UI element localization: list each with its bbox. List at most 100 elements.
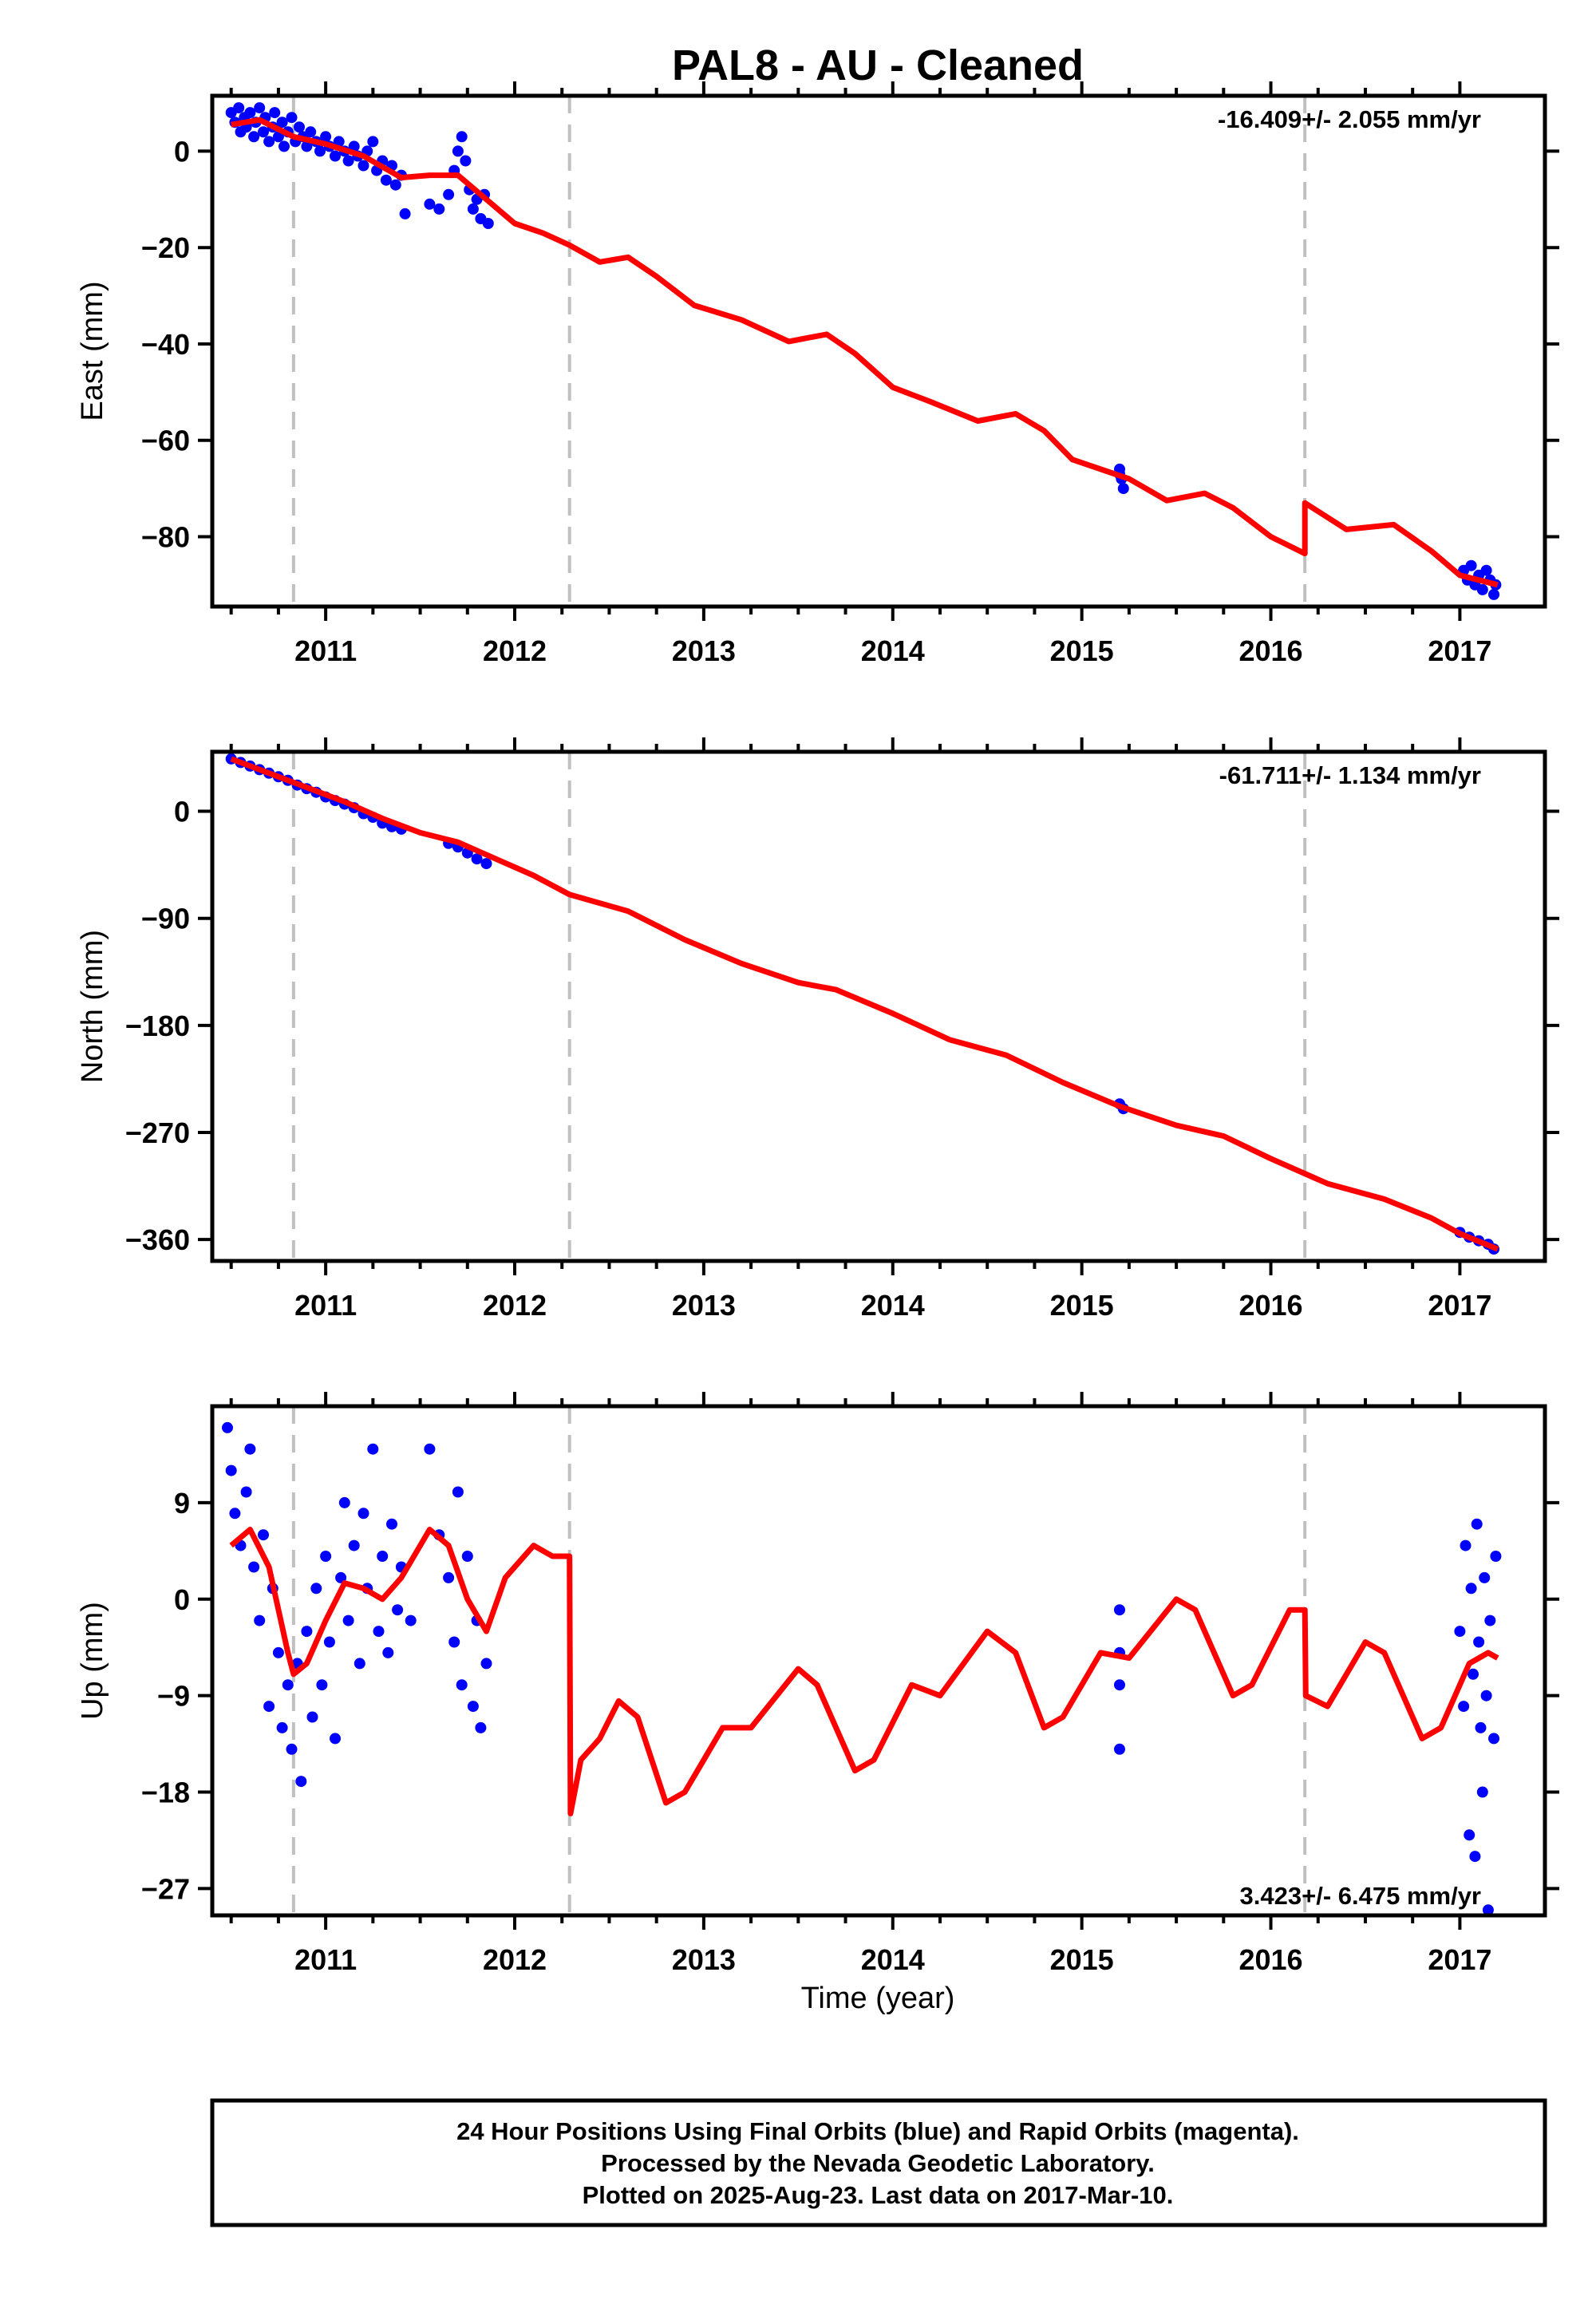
model-line — [230, 756, 1499, 1252]
y-tick-label: −40 — [141, 328, 190, 361]
data-point — [358, 1508, 369, 1520]
data-point — [386, 1518, 397, 1530]
x-tick-label: 2017 — [1428, 1289, 1491, 1322]
x-tick-label: 2013 — [672, 1289, 736, 1322]
panel-north: 2011 2012 2013 2014 2015 2016 2017 0 −90 −180 −270… — [76, 737, 1559, 1322]
data-point — [354, 1658, 365, 1670]
data-point — [452, 1486, 464, 1498]
data-point — [1488, 588, 1499, 600]
y-tick-label: −80 — [141, 520, 190, 553]
data-point — [1464, 1829, 1476, 1841]
data-point — [448, 1636, 460, 1648]
data-point — [424, 1443, 436, 1455]
data-point — [377, 1551, 389, 1562]
footer-line-2: Processed by the Nevada Geodetic Laborat… — [601, 2149, 1155, 2177]
y-tick-label: −360 — [125, 1223, 190, 1256]
data-point — [452, 145, 464, 157]
data-point — [1476, 583, 1488, 595]
y-tick-label: 0 — [174, 796, 190, 828]
data-point — [1488, 1733, 1499, 1745]
data-point — [314, 145, 326, 157]
data-point — [461, 1551, 473, 1562]
y-tick-label: −60 — [141, 425, 190, 457]
x-tick-label: 2013 — [672, 1943, 736, 1976]
data-point — [1114, 1743, 1125, 1755]
data-point — [1480, 1690, 1492, 1701]
data-point — [338, 1496, 350, 1508]
model-line — [231, 117, 1499, 588]
data-point — [443, 188, 455, 200]
data-point — [1480, 564, 1492, 576]
y-tick-label: 0 — [174, 135, 190, 168]
data-point — [305, 126, 317, 138]
data-point — [254, 1614, 266, 1626]
data-point — [471, 853, 483, 865]
data-point — [460, 155, 472, 167]
x-tick-label: 2016 — [1238, 1943, 1302, 1976]
data-point — [229, 1508, 241, 1520]
data-point — [263, 136, 275, 148]
footer-line-3: Plotted on 2025-Aug-23. Last data on 201… — [583, 2181, 1174, 2209]
data-point — [1117, 483, 1129, 495]
data-point — [248, 131, 260, 143]
data-point — [1460, 1539, 1472, 1551]
data-point — [1479, 1571, 1491, 1583]
data-point — [244, 107, 256, 119]
rate-annotation: -16.409+/- 2.055 mm/yr — [1218, 105, 1481, 133]
data-point — [367, 1443, 379, 1455]
data-point — [1482, 1904, 1494, 1915]
plot-frame — [210, 93, 1547, 609]
data-point — [254, 102, 266, 114]
data-point — [475, 1721, 487, 1733]
data-point — [330, 150, 341, 162]
data-point — [389, 179, 401, 191]
y-tick-label: −90 — [141, 903, 190, 935]
x-tick-label: 2015 — [1050, 1943, 1114, 1976]
data-point — [301, 140, 313, 152]
x-tick-label: 2012 — [483, 1289, 547, 1322]
data-point — [358, 160, 369, 172]
data-point — [1465, 559, 1477, 571]
data-point — [286, 112, 298, 124]
data-point — [382, 1646, 394, 1658]
x-tick-label: 2014 — [861, 1943, 925, 1976]
rate-annotation: 3.423+/- 6.475 mm/yr — [1240, 1882, 1481, 1910]
model-line — [229, 1527, 1499, 1816]
data-point — [1114, 1679, 1125, 1691]
x-tick-label: 2017 — [1428, 1943, 1491, 1976]
data-point — [480, 858, 492, 870]
data-point — [467, 203, 479, 215]
data-point — [258, 1529, 269, 1541]
y-axis-label: North (mm) — [76, 930, 109, 1083]
data-point — [263, 1701, 275, 1713]
data-point — [1490, 1551, 1502, 1562]
data-point — [399, 207, 411, 219]
data-point — [269, 107, 281, 119]
data-point — [482, 218, 494, 229]
data-point — [1465, 1583, 1477, 1595]
data-point — [323, 1636, 335, 1648]
data-point — [272, 131, 284, 143]
x-tick-label: 2011 — [294, 634, 357, 667]
chart-title: PAL8 - AU - Cleaned — [672, 41, 1084, 89]
plot-frame — [210, 749, 1547, 1263]
data-point — [456, 131, 468, 143]
data-point — [380, 174, 392, 186]
y-tick-label: −18 — [141, 1777, 190, 1809]
y-tick-label: −27 — [141, 1872, 190, 1905]
footer-line-1: 24 Hour Positions Using Final Orbits (bl… — [456, 2117, 1299, 2145]
x-tick-label: 2016 — [1238, 634, 1302, 667]
data-point — [392, 1604, 404, 1616]
y-tick-label: −9 — [157, 1680, 190, 1713]
data-point — [258, 126, 269, 138]
data-point — [342, 155, 354, 167]
x-tick-label: 2015 — [1050, 1289, 1114, 1322]
y-tick-label: −180 — [125, 1010, 190, 1042]
data-point — [233, 102, 245, 114]
data-point — [1469, 1851, 1481, 1863]
x-tick-label: 2014 — [861, 1289, 925, 1322]
data-point — [456, 1679, 468, 1691]
data-point — [320, 1551, 332, 1562]
data-point — [1475, 1721, 1487, 1733]
